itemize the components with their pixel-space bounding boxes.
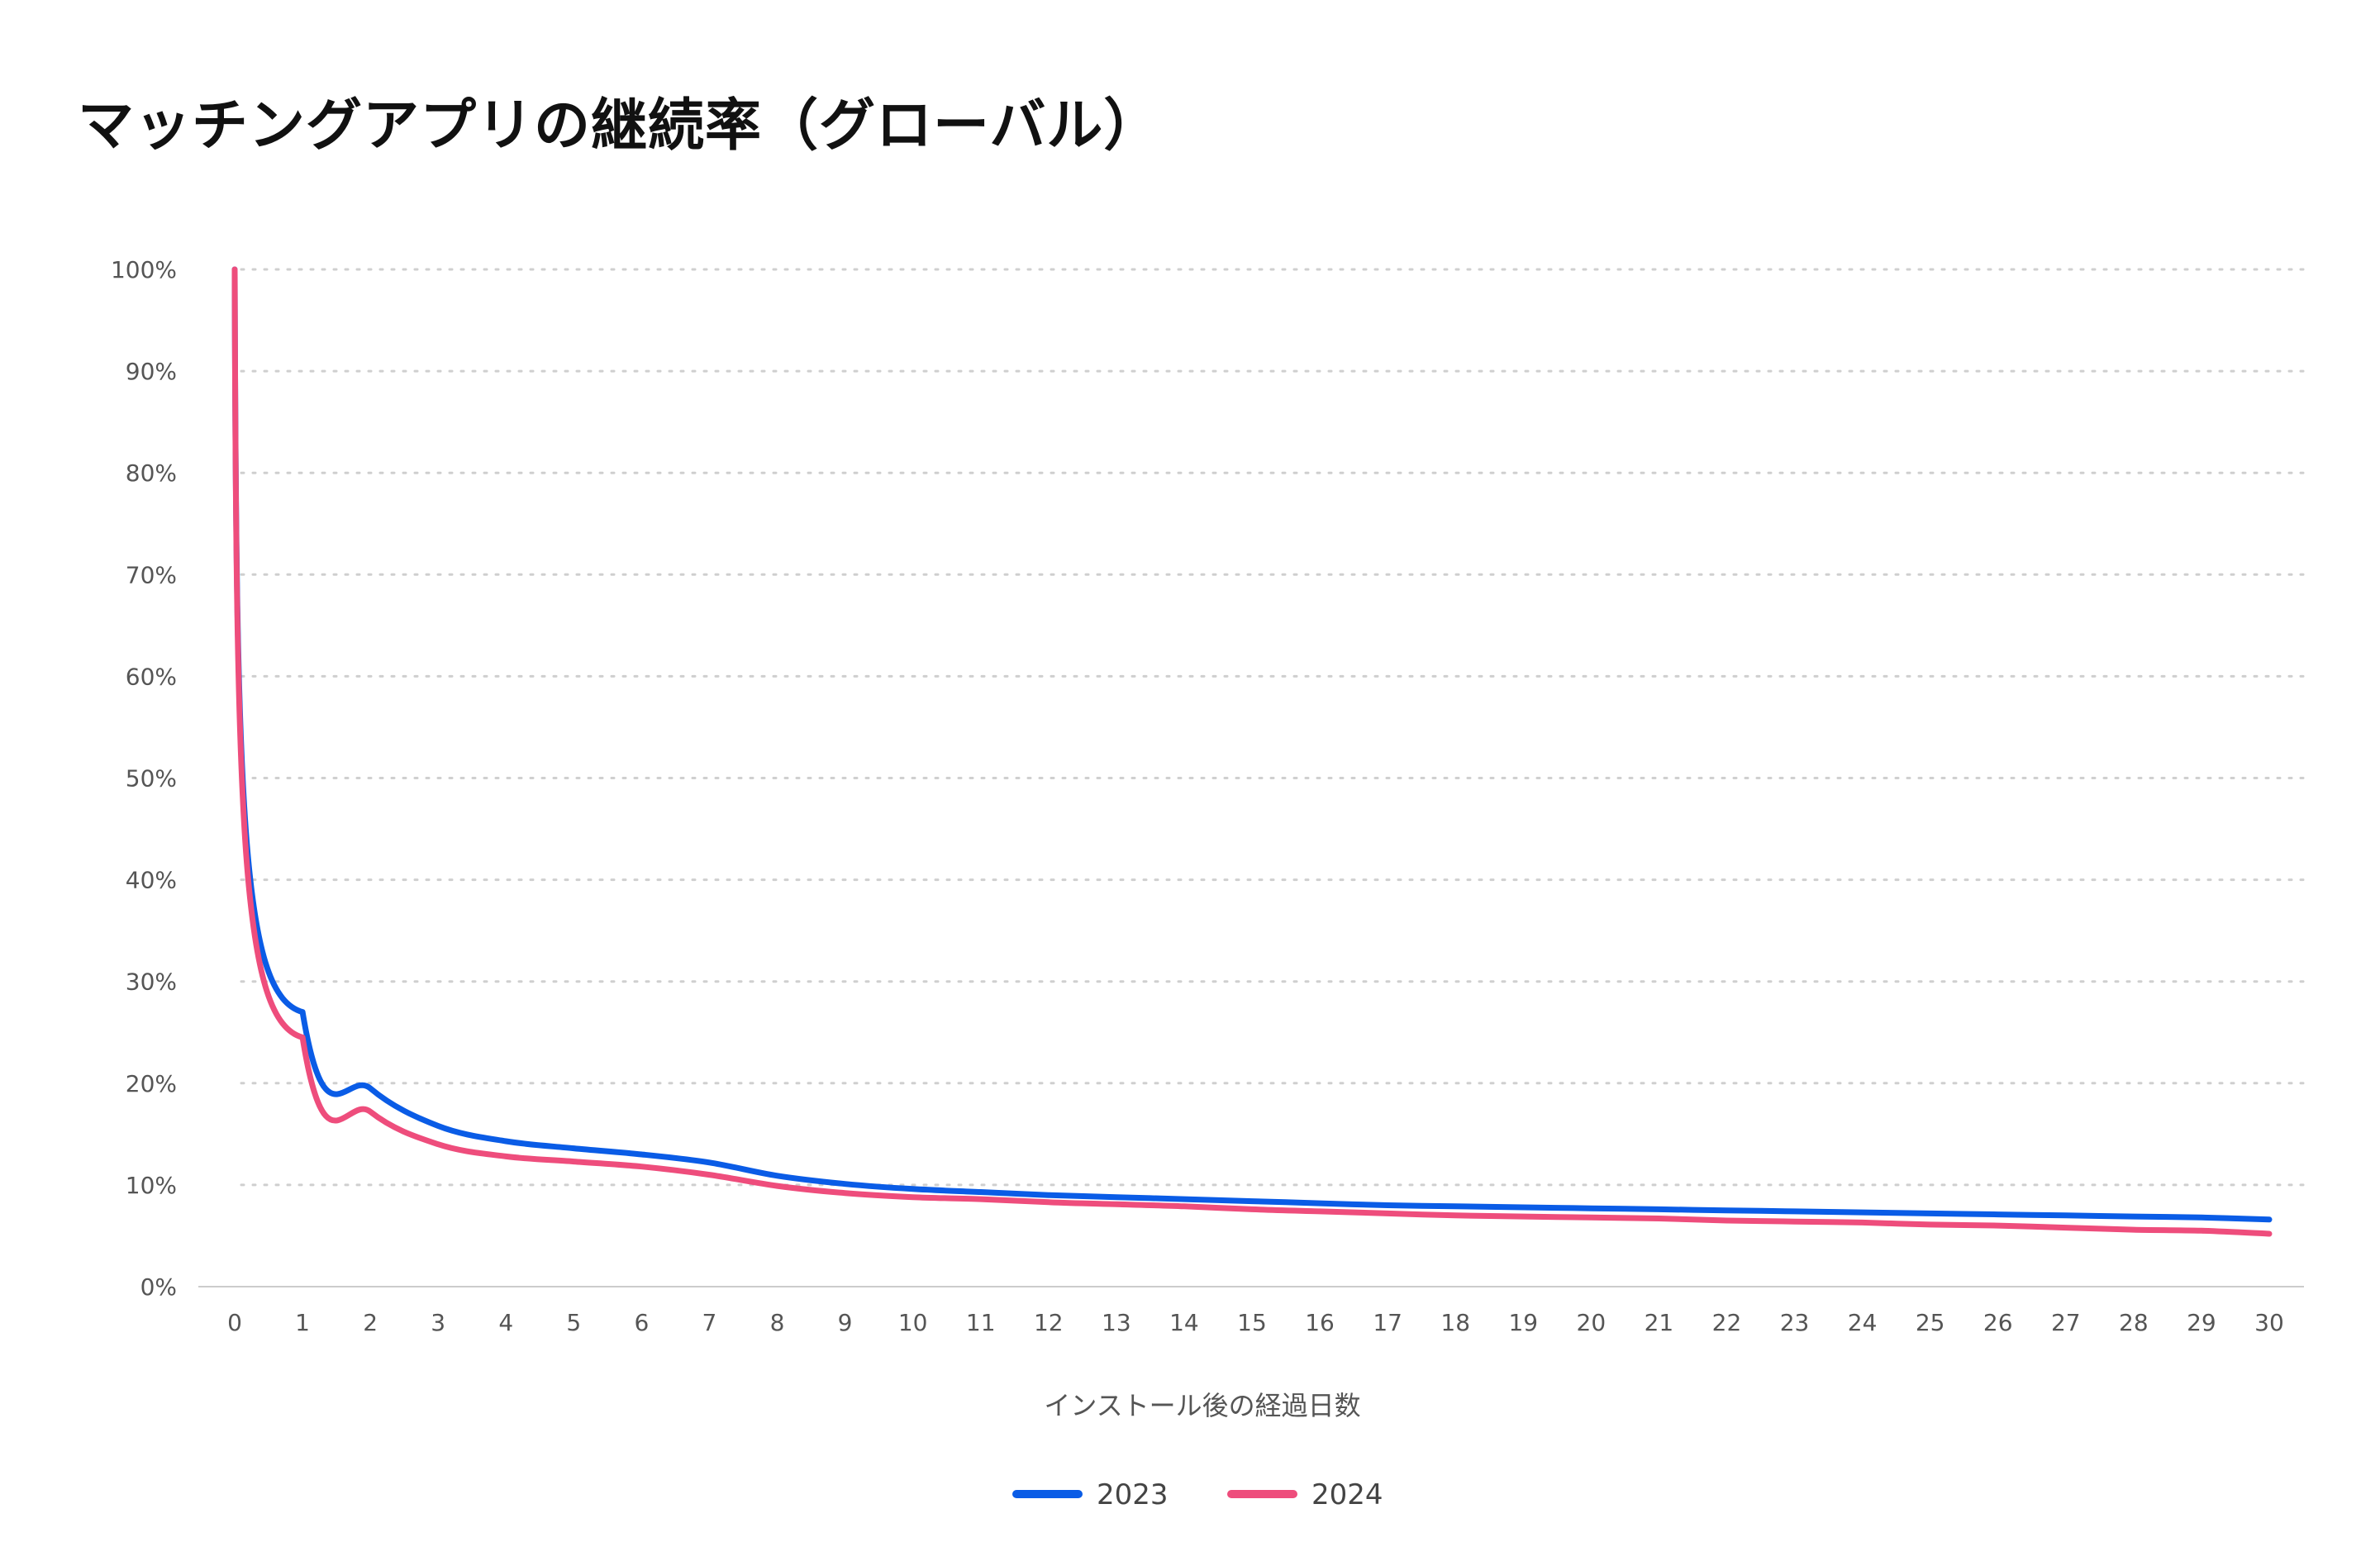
x-tick-label: 28 [2119, 1309, 2149, 1336]
y-tick-label: 10% [126, 1172, 177, 1199]
x-tick-label: 15 [1237, 1309, 1267, 1336]
x-tick-label: 14 [1169, 1309, 1199, 1336]
x-tick-label: 11 [966, 1309, 996, 1336]
x-tick-label: 25 [1916, 1309, 1945, 1336]
y-tick-label: 0% [140, 1273, 177, 1301]
x-tick-label: 8 [770, 1309, 785, 1336]
x-tick-label: 20 [1577, 1309, 1606, 1336]
x-tick-label: 26 [1983, 1309, 2013, 1336]
x-tick-label: 7 [702, 1309, 717, 1336]
x-tick-label: 4 [498, 1309, 513, 1336]
x-tick-label: 23 [1780, 1309, 1810, 1336]
x-tick-label: 1 [295, 1309, 310, 1336]
x-tick-label: 16 [1305, 1309, 1335, 1336]
x-tick-label: 13 [1102, 1309, 1131, 1336]
gridlines [240, 268, 2306, 1187]
legend-label-2023: 2023 [1097, 1478, 1169, 1511]
y-tick-label: 60% [126, 663, 177, 690]
y-tick-label: 80% [126, 459, 177, 487]
chart-title: マッチングアプリの継続率（グローバル） [78, 93, 1161, 159]
y-tick-label: 70% [126, 561, 177, 588]
legend: 2023 2024 [1012, 1478, 1383, 1511]
x-tick-label: 17 [1373, 1309, 1402, 1336]
y-tick-label: 30% [126, 969, 177, 996]
series-line-2024 [231, 266, 2273, 1237]
x-axis-title: インストール後の経過日数 [1044, 1390, 1360, 1421]
x-tick-label: 24 [1848, 1309, 1878, 1336]
x-tick-label: 19 [1508, 1309, 1538, 1336]
y-tick-label: 40% [126, 867, 177, 894]
x-tick-label: 5 [566, 1309, 581, 1336]
y-tick-label: 20% [126, 1070, 177, 1097]
series-lines [231, 266, 2273, 1237]
y-tick-label: 50% [126, 765, 177, 792]
x-tick-label: 6 [634, 1309, 649, 1336]
x-tick-label: 18 [1440, 1309, 1470, 1336]
x-tick-label: 10 [898, 1309, 928, 1336]
x-tick-labels: 0 1 2 3 4 5 6 7 8 9 10 11 12 13 14 15 16 17 18 19 20 21 22 23 24… [227, 1309, 2284, 1336]
x-tick-label: 21 [1645, 1309, 1674, 1336]
y-tick-labels: 0% 10% 20% 30% 40% 50% 60% 70% 80% 90% 100% [111, 256, 177, 1301]
x-tick-label: 30 [2254, 1309, 2284, 1336]
series-line-2023 [231, 266, 2273, 1223]
x-tick-label: 12 [1034, 1309, 1064, 1336]
y-tick-label: 90% [126, 358, 177, 385]
x-tick-label: 9 [838, 1309, 853, 1336]
x-tick-label: 29 [2187, 1309, 2216, 1336]
x-tick-label: 22 [1712, 1309, 1742, 1336]
y-tick-label: 100% [111, 256, 177, 283]
x-tick-label: 27 [2051, 1309, 2081, 1336]
legend-label-2024: 2024 [1311, 1478, 1383, 1511]
x-tick-label: 2 [363, 1309, 378, 1336]
x-tick-label: 0 [227, 1309, 242, 1336]
x-tick-label: 3 [431, 1309, 445, 1336]
